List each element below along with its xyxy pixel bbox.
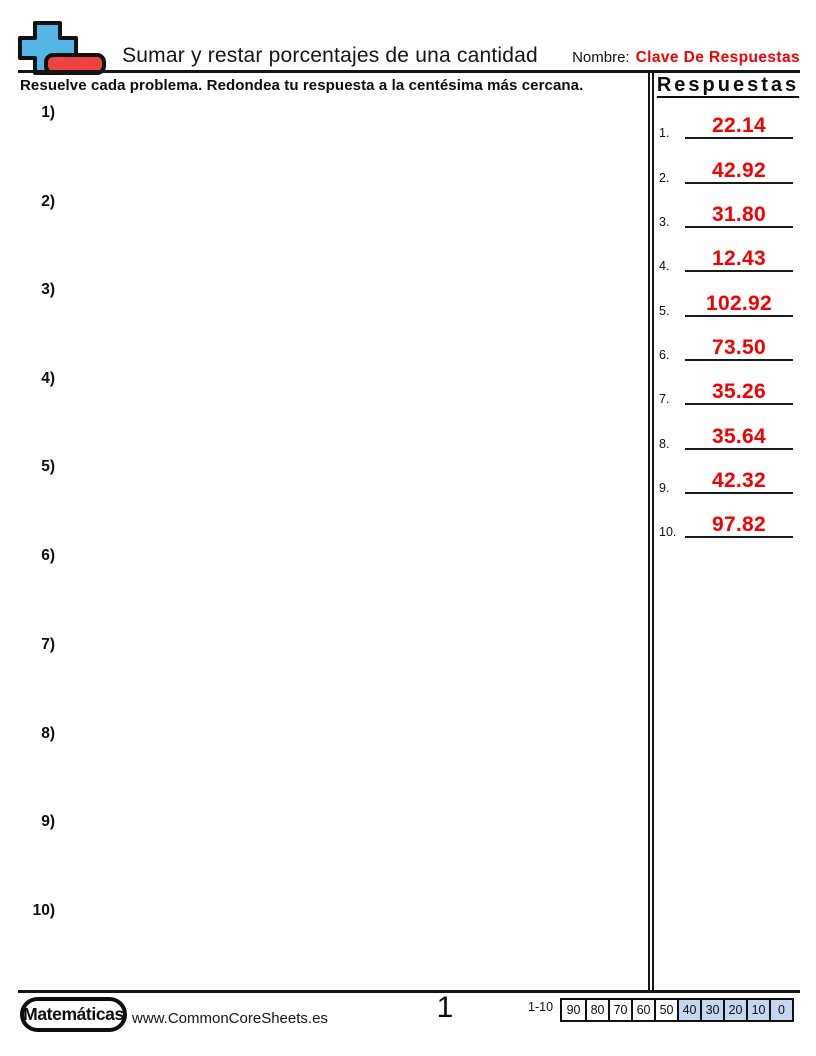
- score-cell: 60: [631, 1000, 654, 1020]
- answers-list: 1. 22.14 2. 42.92 3. 31.80 4. 12.43 5. 102.92 6. 73…: [652, 95, 800, 540]
- answer-value: 22.14: [711, 114, 767, 138]
- answer-blank-line: [685, 358, 793, 361]
- answer-value: 97.82: [711, 513, 767, 537]
- answer-value: 31.80: [711, 202, 767, 226]
- header-divider: [18, 70, 800, 73]
- footer-divider: [18, 990, 800, 993]
- name-row: Nombre: Clave De Respuestas: [572, 49, 800, 67]
- answer-row: 5. 102.92: [652, 272, 800, 318]
- answer-value: 12.43: [711, 247, 767, 271]
- answer-row: 2. 42.92: [652, 139, 800, 185]
- score-table: 90 80 70 60 50 40 30 20 10 0: [560, 998, 795, 1022]
- answer-index: 7.: [659, 392, 670, 407]
- answer-index: 10.: [659, 525, 677, 540]
- problem-number: 7): [41, 636, 55, 653]
- answer-blank-line: [685, 491, 793, 494]
- score-cell: 70: [608, 1000, 631, 1020]
- answer-value: 42.32: [711, 468, 767, 492]
- answer-row: 3. 31.80: [652, 184, 800, 229]
- problem-number: 4): [41, 370, 55, 387]
- score-cell: 50: [654, 1000, 677, 1020]
- score-range-label: 1-10: [528, 1000, 554, 1014]
- answer-index: 6.: [659, 347, 670, 362]
- answer-blank-line: [685, 137, 793, 140]
- score-cell: 20: [723, 1000, 747, 1020]
- answer-blank-line: [685, 225, 793, 228]
- answer-value: 73.50: [711, 335, 767, 359]
- answers-header: Respuestas: [656, 74, 800, 96]
- answer-blank-line: [685, 270, 793, 273]
- score-cell: 30: [700, 1000, 724, 1020]
- answer-row: 1. 22.14: [652, 95, 800, 141]
- answer-index: 2.: [659, 170, 670, 185]
- answer-blank-line: [685, 447, 793, 450]
- answer-row: 8. 35.64: [652, 405, 800, 451]
- problem-number: 1): [41, 104, 55, 121]
- brand-logo-text: Matemáticas: [23, 1004, 124, 1024]
- page-title: Sumar y restar porcentajes de una cantid…: [122, 44, 538, 67]
- brand-logo: Matemáticas: [20, 997, 127, 1032]
- score-cell: 80: [585, 1000, 608, 1020]
- answer-index: 9.: [659, 480, 670, 495]
- answer-row: 6. 73.50: [652, 317, 800, 362]
- answer-index: 3.: [659, 214, 670, 229]
- problem-number: 2): [41, 193, 55, 210]
- score-cell: 0: [769, 1000, 793, 1020]
- score-strip: 1-10 90 80 70 60 50 40 30 20 10 0: [528, 998, 795, 1022]
- problem-number: 6): [41, 547, 55, 564]
- answer-index: 5.: [659, 303, 670, 318]
- answer-index: 8.: [659, 436, 670, 451]
- answer-blank-line: [685, 181, 793, 184]
- problem-number: 5): [41, 458, 55, 475]
- answer-row: 7. 35.26: [652, 361, 800, 407]
- answer-value: 35.64: [711, 424, 767, 448]
- answer-row: 10. 97.82: [652, 494, 800, 540]
- plus-minus-math-icon: [18, 21, 106, 75]
- page-number: 1: [436, 991, 454, 1024]
- answer-value: 42.92: [711, 158, 767, 182]
- answer-row: 4. 12.43: [652, 228, 800, 274]
- problem-number: 3): [41, 281, 55, 298]
- brand-logo-inner: Matemáticas: [23, 1001, 124, 1028]
- answers-column-divider: [648, 73, 654, 993]
- answer-key-label: Clave De Respuestas: [635, 49, 800, 66]
- answer-blank-line: [685, 403, 793, 406]
- answer-index: 4.: [659, 259, 670, 274]
- answer-value: 35.26: [711, 380, 767, 404]
- website-url: www.CommonCoreSheets.es: [132, 1010, 328, 1027]
- answer-value: 102.92: [705, 291, 773, 315]
- score-cell: 40: [677, 1000, 701, 1020]
- answer-row: 9. 42.32: [652, 450, 800, 495]
- problem-number: 10): [32, 902, 55, 919]
- answer-blank-line: [685, 536, 793, 539]
- score-cell: 10: [746, 1000, 770, 1020]
- answer-blank-line: [685, 314, 793, 317]
- name-label: Nombre:: [572, 49, 630, 66]
- instruction-text: Resuelve cada problema. Redondea tu resp…: [20, 77, 584, 94]
- problem-number: 9): [41, 813, 55, 830]
- score-cell: 90: [566, 1003, 581, 1017]
- problem-number: 8): [41, 725, 55, 742]
- answer-index: 1.: [659, 126, 670, 141]
